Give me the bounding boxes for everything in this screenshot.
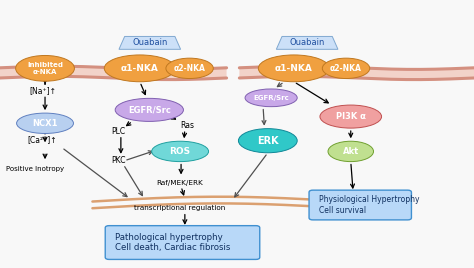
Ellipse shape [322,58,370,79]
FancyBboxPatch shape [105,226,260,259]
Text: ROS: ROS [170,147,191,156]
Text: NCX1: NCX1 [32,119,58,128]
Text: α1-NKA: α1-NKA [275,64,313,73]
Text: PI3K α: PI3K α [336,112,366,121]
Text: Pathological hypertrophy
Cell death, Cardiac fibrosis: Pathological hypertrophy Cell death, Car… [115,233,230,252]
Ellipse shape [166,58,213,79]
Text: α2-NKA: α2-NKA [330,64,362,73]
Ellipse shape [320,105,382,128]
Text: PKC: PKC [111,156,126,165]
Polygon shape [0,66,227,80]
Ellipse shape [152,141,209,162]
Text: transcriptional regulation: transcriptional regulation [135,205,226,211]
Text: Akt: Akt [343,147,359,156]
Text: [Ca²⁺]↑: [Ca²⁺]↑ [28,135,57,144]
Polygon shape [276,36,338,49]
Polygon shape [119,36,181,49]
Polygon shape [239,66,474,80]
Ellipse shape [238,129,297,153]
Text: Positive Inotropy: Positive Inotropy [7,166,64,172]
Text: ERK: ERK [257,136,279,146]
Text: Physiological Hypertrophy
Cell survival: Physiological Hypertrophy Cell survival [319,195,419,215]
Text: α2-NKA: α2-NKA [173,64,206,73]
Text: Ras: Ras [180,121,194,131]
Text: EGFR/Src: EGFR/Src [253,95,289,101]
Text: EGFR/Src: EGFR/Src [128,105,171,114]
Ellipse shape [115,98,183,121]
Ellipse shape [16,55,74,81]
Ellipse shape [104,55,175,82]
Text: Ouabain: Ouabain [132,38,167,47]
Text: PLC: PLC [111,127,126,136]
Text: Inhibited
α-NKA: Inhibited α-NKA [27,62,63,75]
Text: [Na⁺]↑: [Na⁺]↑ [29,86,56,95]
Text: Raf/MEK/ERK: Raf/MEK/ERK [157,180,203,186]
Ellipse shape [17,113,73,133]
Ellipse shape [245,89,297,107]
FancyBboxPatch shape [309,190,411,220]
Text: Ouabain: Ouabain [290,38,325,47]
Ellipse shape [328,141,374,162]
Text: α1-NKA: α1-NKA [121,64,159,73]
Ellipse shape [258,55,329,82]
